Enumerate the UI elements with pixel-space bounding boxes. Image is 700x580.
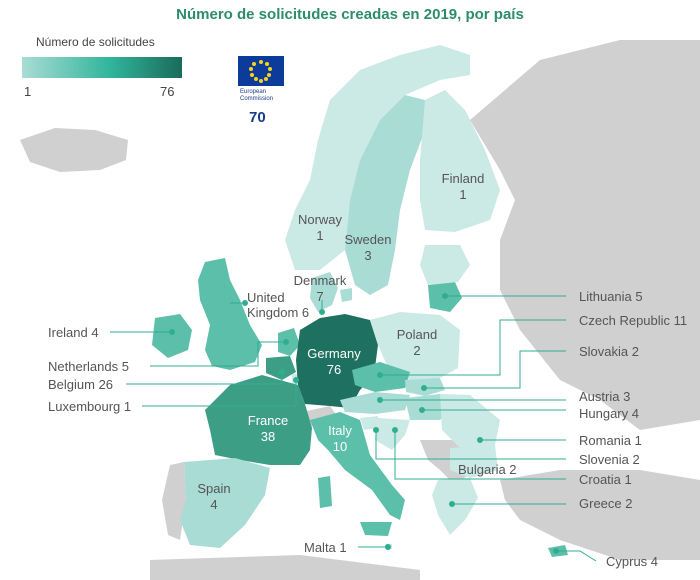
country-denmark-island — [340, 288, 352, 302]
leader-cyprus — [556, 550, 597, 562]
label-bulgaria: Bulgaria 2 — [458, 462, 517, 477]
label-germany: Germany 76 — [307, 346, 361, 377]
dot-cyprus — [553, 548, 559, 554]
country-romania — [440, 394, 500, 448]
country-denmark — [310, 272, 338, 312]
legend-max: 76 — [160, 84, 175, 99]
country-ireland — [152, 314, 192, 358]
label-italy: Italy 10 — [328, 423, 352, 454]
label-sweden: Sweden 3 — [344, 232, 392, 263]
label-lithuania: Lithuania 5 — [579, 289, 643, 304]
label-croatia: Croatia 1 — [579, 472, 632, 487]
country-finland — [420, 90, 500, 232]
land-russia-east — [470, 40, 700, 430]
dot-hungary — [419, 407, 425, 413]
label-france: France 38 — [247, 413, 289, 444]
leader-netherlands — [150, 341, 286, 367]
label-greece: Greece 2 — [579, 496, 633, 511]
label-denmark: Denmark 7 — [293, 273, 347, 304]
country-latvia-estonia — [420, 245, 470, 285]
label-luxembourg: Luxembourg 1 — [48, 399, 132, 414]
figure-title: Número de solicitudes creadas en 2019, p… — [176, 6, 524, 23]
label-belgium: Belgium 26 — [48, 377, 114, 392]
country-bulgaria — [450, 445, 498, 478]
label-czech-republic: Czech Republic 11 — [579, 313, 688, 328]
country-france — [205, 375, 312, 465]
legend-min: 1 — [24, 84, 32, 99]
dot-greece — [449, 501, 455, 507]
label-malta: Malta 1 — [304, 540, 347, 555]
land-north-africa — [150, 555, 420, 580]
country-poland — [370, 312, 460, 380]
dot-luxembourg — [293, 377, 299, 383]
label-uk: United Kingdom 6 — [247, 290, 310, 320]
dot-romania — [477, 437, 483, 443]
land-turkey — [500, 470, 700, 560]
label-austria: Austria 3 — [579, 389, 631, 404]
country-sicily — [360, 522, 392, 536]
legend-title: Número de solicitudes — [36, 35, 155, 49]
label-spain: Spain 4 — [197, 481, 231, 512]
dot-uk — [242, 300, 248, 306]
dot-ireland — [169, 329, 175, 335]
country-spain — [180, 458, 270, 548]
label-finland: Finland 1 — [441, 171, 485, 202]
country-croatia — [375, 418, 410, 450]
country-italy — [310, 412, 405, 520]
country-belgium — [266, 356, 296, 380]
leader-slovenia — [375, 430, 566, 460]
dot-slovenia — [373, 427, 379, 433]
country-sardinia — [318, 476, 332, 508]
label-slovenia: Slovenia 2 — [579, 452, 640, 467]
country-slovenia — [360, 416, 378, 430]
country-greece — [432, 478, 478, 535]
label-poland: Poland 2 — [396, 327, 438, 358]
dot-denmark — [319, 309, 325, 315]
label-slovakia: Slovakia 2 — [579, 344, 639, 359]
dot-lithuania — [442, 293, 448, 299]
ec-logo-text: European Commission — [240, 89, 274, 102]
dot-austria — [377, 397, 383, 403]
leader-croatia — [394, 430, 566, 480]
label-ireland: Ireland 4 — [48, 325, 99, 340]
leader-slovakia — [424, 350, 566, 389]
legend-gradient-bar — [22, 57, 182, 78]
label-netherlands: Netherlands 5 — [48, 359, 129, 374]
dot-slovakia — [421, 385, 427, 391]
label-romania: Romania 1 — [579, 433, 642, 448]
label-hungary: Hungary 4 — [579, 406, 639, 421]
label-norway: Norway 1 — [297, 212, 343, 243]
country-austria — [340, 392, 410, 414]
eu-flag-icon — [238, 56, 284, 86]
land-iceland — [20, 128, 128, 172]
dot-malta — [385, 544, 391, 550]
dot-croatia — [392, 427, 398, 433]
country-sweden — [345, 95, 425, 295]
dot-netherlands — [283, 339, 289, 345]
ec-value: 70 — [249, 109, 266, 126]
dot-czech — [377, 372, 383, 378]
country-uk — [198, 258, 262, 370]
leader-czech — [380, 319, 566, 376]
label-cyprus: Cyprus 4 — [606, 554, 659, 569]
country-norway — [285, 45, 470, 270]
land-portugal — [162, 462, 186, 540]
